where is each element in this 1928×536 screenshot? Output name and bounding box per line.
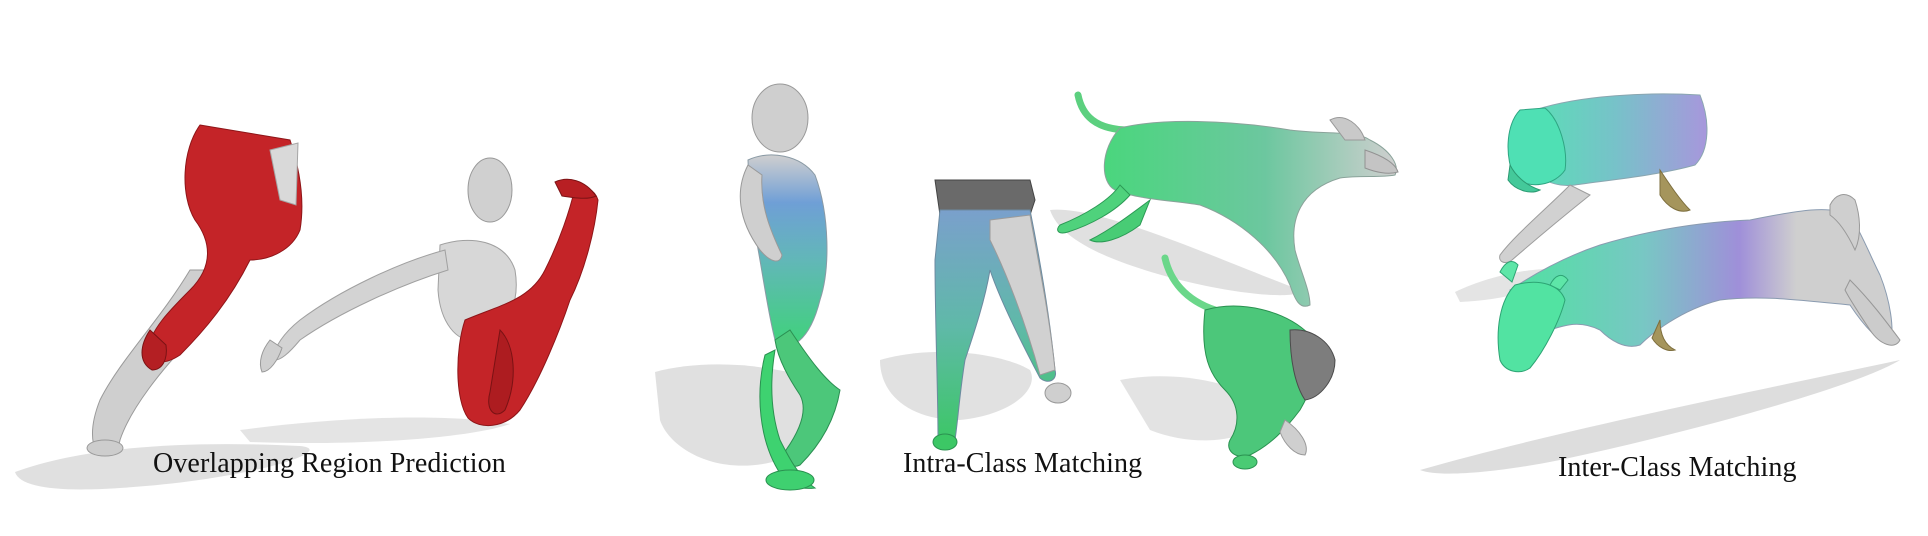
legs-mesh (932, 179, 1072, 451)
crouching-dog-mesh (1161, 254, 1336, 470)
lion-mesh (1499, 93, 1708, 263)
caption-intra-class: Intra-Class Matching (903, 448, 1143, 479)
shadow (15, 444, 310, 490)
panel-inter-class (1420, 93, 1901, 474)
dog-mesh (1057, 91, 1399, 307)
caption-inter-class: Inter-Class Matching (1558, 452, 1797, 483)
caption-overlap: Overlapping Region Prediction (153, 448, 506, 479)
panel-intra-class (655, 83, 1399, 491)
human-body-mesh (739, 83, 841, 491)
shadow (240, 417, 510, 444)
shadow (1420, 360, 1900, 474)
human-body-mesh (259, 157, 599, 427)
panel-overlap (15, 124, 599, 490)
horse-mesh (1497, 194, 1901, 373)
legs-mesh (86, 124, 303, 457)
shadow (655, 364, 835, 466)
